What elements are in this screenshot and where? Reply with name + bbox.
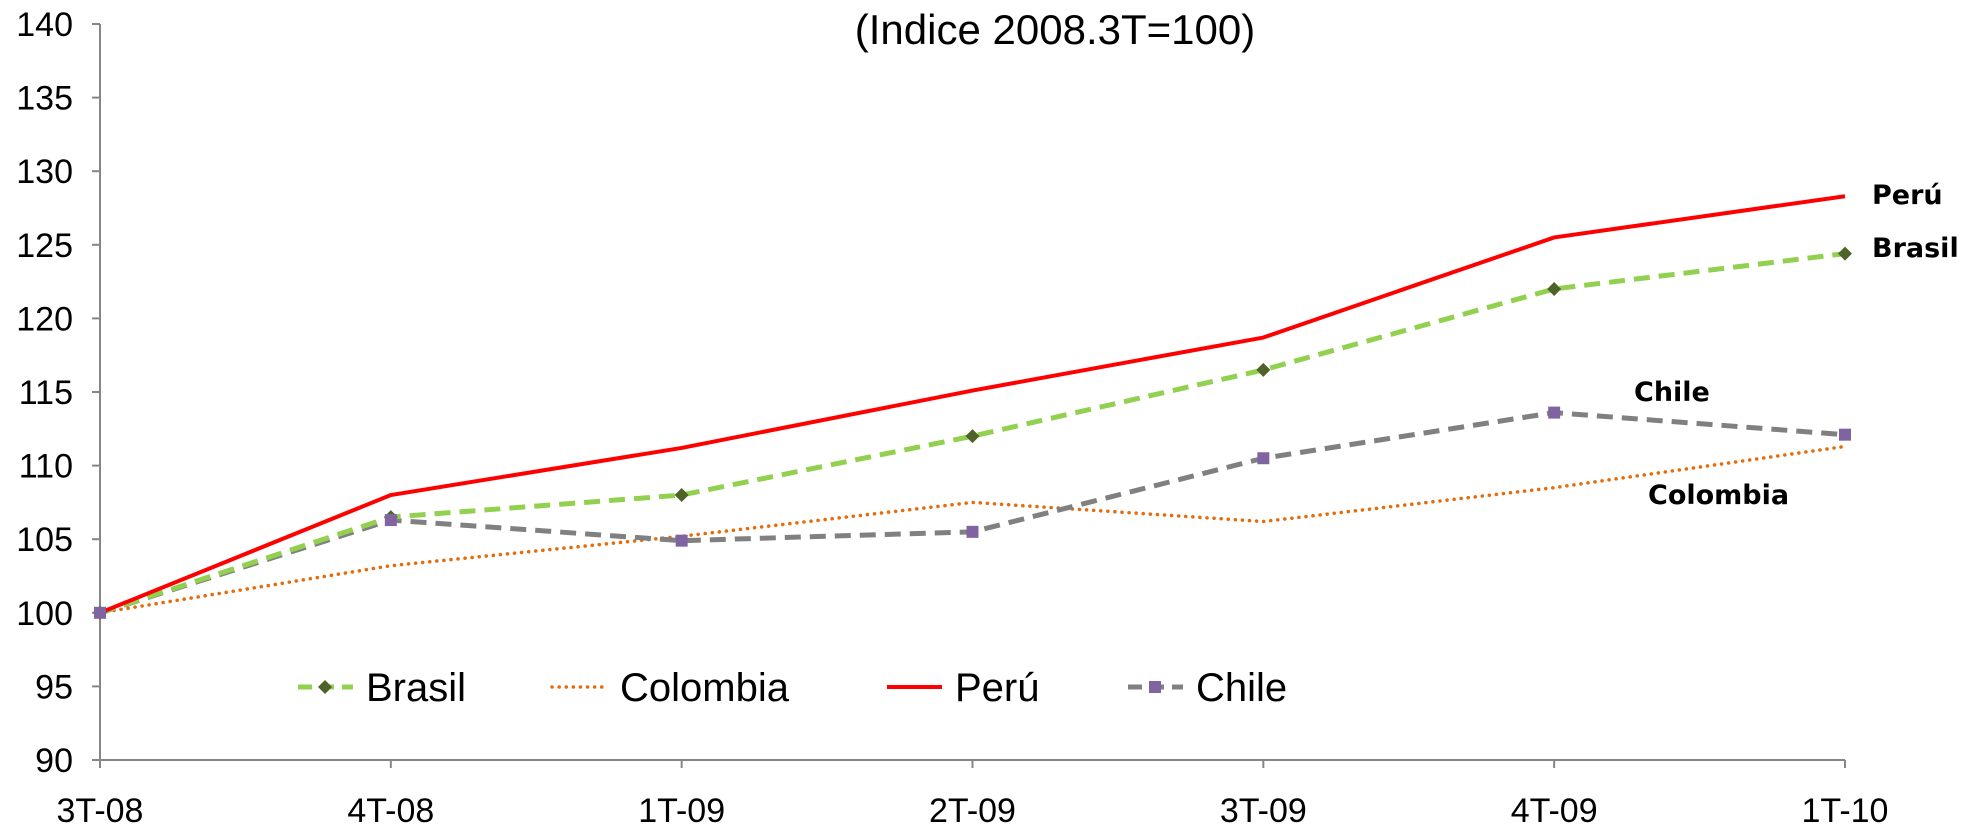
- y-tick-label: 130: [16, 153, 73, 191]
- series-line-colombia: [98, 444, 1847, 615]
- series-line-peru: [99, 194, 1846, 615]
- data-point-brasil: [965, 429, 980, 444]
- data-point-brasil: [1256, 362, 1271, 377]
- data-point-brasil: [1838, 246, 1852, 261]
- y-tick-label: 90: [35, 742, 73, 780]
- series-markers: [93, 246, 1852, 620]
- data-point-chile: [1257, 452, 1270, 465]
- data-point-chile: [966, 525, 979, 538]
- legend: Brasil Colombia Perú Chile: [298, 666, 1287, 710]
- y-tick-label: 135: [16, 80, 73, 118]
- y-tick-label: 140: [16, 6, 73, 44]
- x-tick-label: 1T-09: [638, 792, 725, 826]
- data-point-chile: [384, 514, 397, 527]
- annotation-chile: Chile: [1634, 377, 1710, 408]
- data-point-chile: [1548, 406, 1561, 419]
- y-tick-label: 110: [19, 448, 73, 486]
- legend-label-peru: Perú: [955, 666, 1040, 710]
- x-tick-label: 3T-08: [57, 792, 144, 826]
- x-tick-label: 4T-08: [347, 792, 434, 826]
- x-tick-label: 2T-09: [929, 792, 1016, 826]
- data-point-chile: [94, 606, 106, 619]
- x-tick-label: 3T-09: [1220, 792, 1307, 826]
- annotation-brasil: Brasil: [1872, 233, 1959, 264]
- data-point-chile: [675, 534, 688, 547]
- x-tick-label: 1T-10: [1802, 792, 1889, 826]
- annotation-peru: Perú: [1872, 180, 1943, 211]
- legend-label-brasil: Brasil: [366, 666, 466, 710]
- axes: 90 95 100 105 110 115 120 125 130 135 140 3T-08 4T-0…: [16, 6, 1888, 826]
- y-tick-label: 125: [16, 227, 73, 265]
- data-point-brasil: [674, 488, 689, 503]
- y-tick-label: 105: [16, 521, 73, 559]
- y-tick-label: 120: [16, 300, 73, 338]
- legend-label-chile: Chile: [1196, 666, 1287, 710]
- chart-subtitle: (Indice 2008.3T=100): [855, 6, 1255, 53]
- x-tick-label: 4T-09: [1511, 792, 1598, 826]
- y-tick-label: 115: [19, 374, 73, 412]
- series-lines: [98, 194, 1847, 616]
- data-point-chile: [1839, 428, 1851, 441]
- data-point-brasil: [1547, 281, 1562, 296]
- legend-label-colombia: Colombia: [620, 666, 790, 710]
- y-tick-label: 100: [16, 595, 73, 633]
- series-annotations: Perú Brasil Chile Colombia: [1634, 180, 1959, 511]
- legend-marker-chile: [1149, 681, 1161, 693]
- legend-marker-brasil: [318, 680, 332, 694]
- annotation-colombia: Colombia: [1648, 480, 1789, 511]
- y-tick-label: 95: [35, 668, 73, 706]
